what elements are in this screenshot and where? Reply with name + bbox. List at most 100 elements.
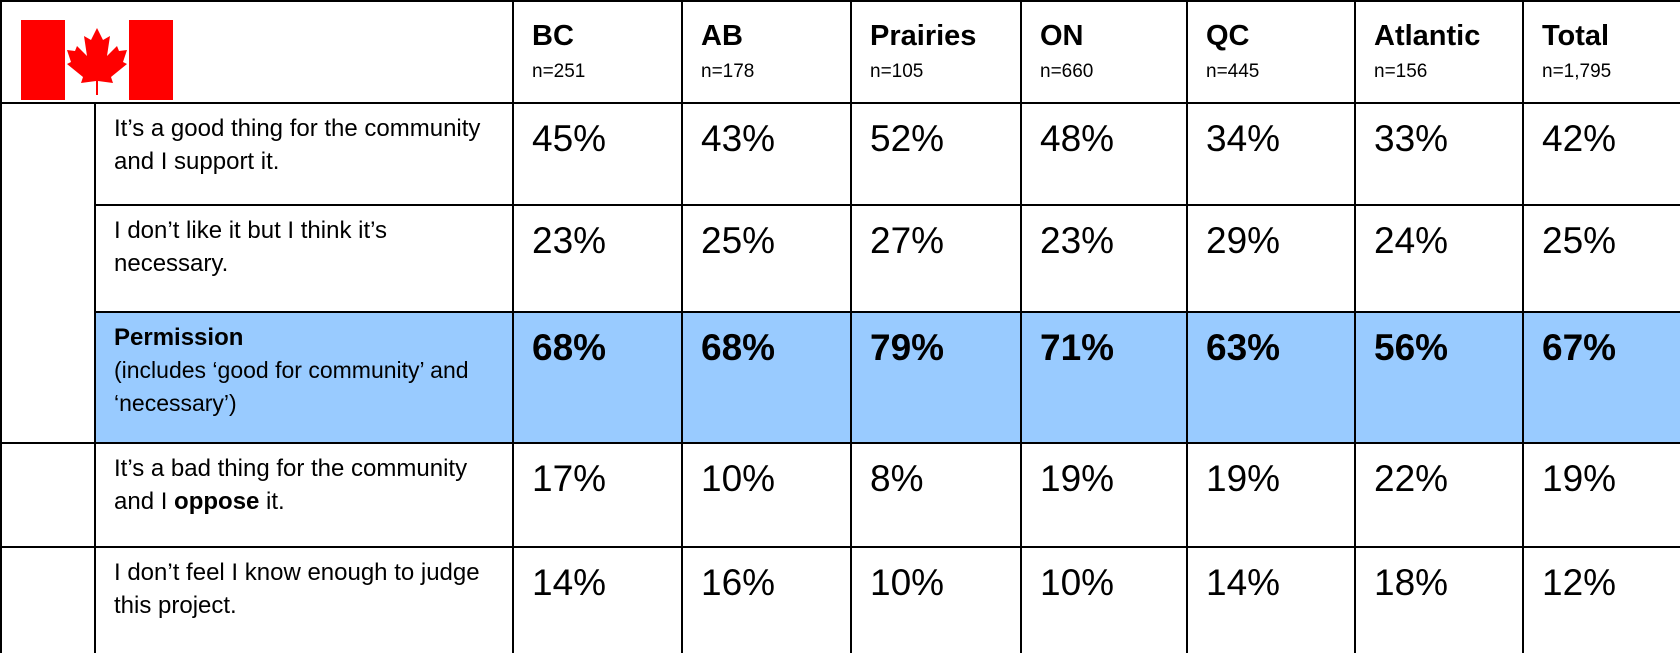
value-cell: 14% xyxy=(1186,546,1356,653)
label-text: oppose xyxy=(174,488,260,515)
column-header: QC n=445 xyxy=(1186,0,1356,104)
value-cell: 10% xyxy=(681,442,852,548)
value: 48% xyxy=(1040,118,1115,159)
label-text: It’s a bad thing for the community and I xyxy=(114,455,468,515)
value: 18% xyxy=(1374,562,1449,603)
column-n: n=1,795 xyxy=(1542,61,1612,82)
stub-cell xyxy=(0,442,96,548)
stub-cell xyxy=(0,546,96,653)
column-header: Prairies n=105 xyxy=(850,0,1022,104)
value-cell: 8% xyxy=(850,442,1022,548)
value: 10% xyxy=(1040,562,1115,603)
value: 12% xyxy=(1542,562,1617,603)
maple-leaf xyxy=(67,28,127,95)
value-cell: 25% xyxy=(1522,204,1680,313)
value: 14% xyxy=(1206,562,1281,603)
column-n: n=251 xyxy=(532,61,586,82)
row-label: Permission (includes ‘good for community’… xyxy=(94,311,514,444)
column-name: ON xyxy=(1040,20,1084,52)
value: 8% xyxy=(870,458,924,499)
value: 33% xyxy=(1374,118,1449,159)
value: 63% xyxy=(1206,327,1281,368)
value-cell: 71% xyxy=(1020,311,1188,444)
value-cell: 56% xyxy=(1354,311,1524,444)
value-cell: 27% xyxy=(850,204,1022,313)
value-cell: 16% xyxy=(681,546,852,653)
column-n: n=660 xyxy=(1040,61,1094,82)
column-n: n=156 xyxy=(1374,61,1428,82)
column-name: Atlantic xyxy=(1374,20,1481,52)
value-cell: 63% xyxy=(1186,311,1356,444)
data-row: I don’t feel I know enough to judge this… xyxy=(0,546,1680,653)
row-label: I don’t like it but I think it’s necessa… xyxy=(94,204,514,313)
column-name: Total xyxy=(1542,20,1610,52)
column-header: Total n=1,795 xyxy=(1522,0,1680,104)
data-row: It’s a bad thing for the community and I… xyxy=(0,442,1680,548)
label-text: It’s a good thing for the community and … xyxy=(114,115,481,175)
value: 14% xyxy=(532,562,607,603)
value: 22% xyxy=(1374,458,1449,499)
value-cell: 18% xyxy=(1354,546,1524,653)
data-row: I don’t like it but I think it’s necessa… xyxy=(1,204,1680,313)
value-cell: 17% xyxy=(512,442,683,548)
value-cell: 12% xyxy=(1522,546,1680,653)
value-cell: 48% xyxy=(1020,102,1188,206)
value-cell: 67% xyxy=(1522,311,1680,444)
value: 27% xyxy=(870,220,945,261)
value: 10% xyxy=(870,562,945,603)
value-cell: 34% xyxy=(1186,102,1356,206)
column-header: Atlantic n=156 xyxy=(1354,0,1524,104)
value: 24% xyxy=(1374,220,1449,261)
header-row: BC n=251 AB n=178 Prairies n=105 ON n=660 QC n=44… xyxy=(0,0,1680,104)
value: 19% xyxy=(1542,458,1617,499)
flag-cell xyxy=(0,0,514,104)
column-header: AB n=178 xyxy=(681,0,852,104)
value-cell: 52% xyxy=(850,102,1022,206)
canada-flag xyxy=(21,20,173,100)
row-label: It’s a good thing for the community and … xyxy=(94,102,514,206)
value-cell: 68% xyxy=(512,311,683,444)
value: 19% xyxy=(1040,458,1115,499)
value: 68% xyxy=(701,327,776,368)
value: 79% xyxy=(870,327,945,368)
value: 25% xyxy=(1542,220,1617,261)
value-cell: 10% xyxy=(1020,546,1188,653)
value: 56% xyxy=(1374,327,1449,368)
column-n: n=445 xyxy=(1206,61,1260,82)
label-text: Permission xyxy=(114,324,244,351)
flag-bar xyxy=(129,20,173,100)
column-n: n=105 xyxy=(870,61,924,82)
value-cell: 29% xyxy=(1186,204,1356,313)
value: 23% xyxy=(1040,220,1115,261)
value: 52% xyxy=(870,118,945,159)
value-cell: 42% xyxy=(1522,102,1680,206)
value: 29% xyxy=(1206,220,1281,261)
value: 10% xyxy=(701,458,776,499)
flag-bar xyxy=(21,20,65,100)
value-cell: 10% xyxy=(850,546,1022,653)
row-label: It’s a bad thing for the community and I… xyxy=(94,442,514,548)
column-name: AB xyxy=(701,20,743,52)
value: 16% xyxy=(701,562,776,603)
value-cell: 19% xyxy=(1020,442,1188,548)
value-cell: 25% xyxy=(681,204,852,313)
label-text: I don’t like it but I think it’s necessa… xyxy=(114,217,388,277)
column-header: ON n=660 xyxy=(1020,0,1188,104)
value-cell: 23% xyxy=(512,204,683,313)
data-row: Permission (includes ‘good for community’… xyxy=(1,311,1680,444)
value-cell: 79% xyxy=(850,311,1022,444)
value-cell: 19% xyxy=(1186,442,1356,548)
column-n: n=178 xyxy=(701,61,755,82)
label-text: it. xyxy=(259,488,285,515)
column-name: Prairies xyxy=(870,20,977,52)
value-cell: 24% xyxy=(1354,204,1524,313)
value: 34% xyxy=(1206,118,1281,159)
label-text: (includes ‘good for community’ and ‘nece… xyxy=(114,357,469,416)
value: 68% xyxy=(532,327,607,368)
column-header: BC n=251 xyxy=(512,0,683,104)
column-name: BC xyxy=(532,20,574,52)
stub-cell xyxy=(0,102,96,444)
value-cell: 68% xyxy=(681,311,852,444)
